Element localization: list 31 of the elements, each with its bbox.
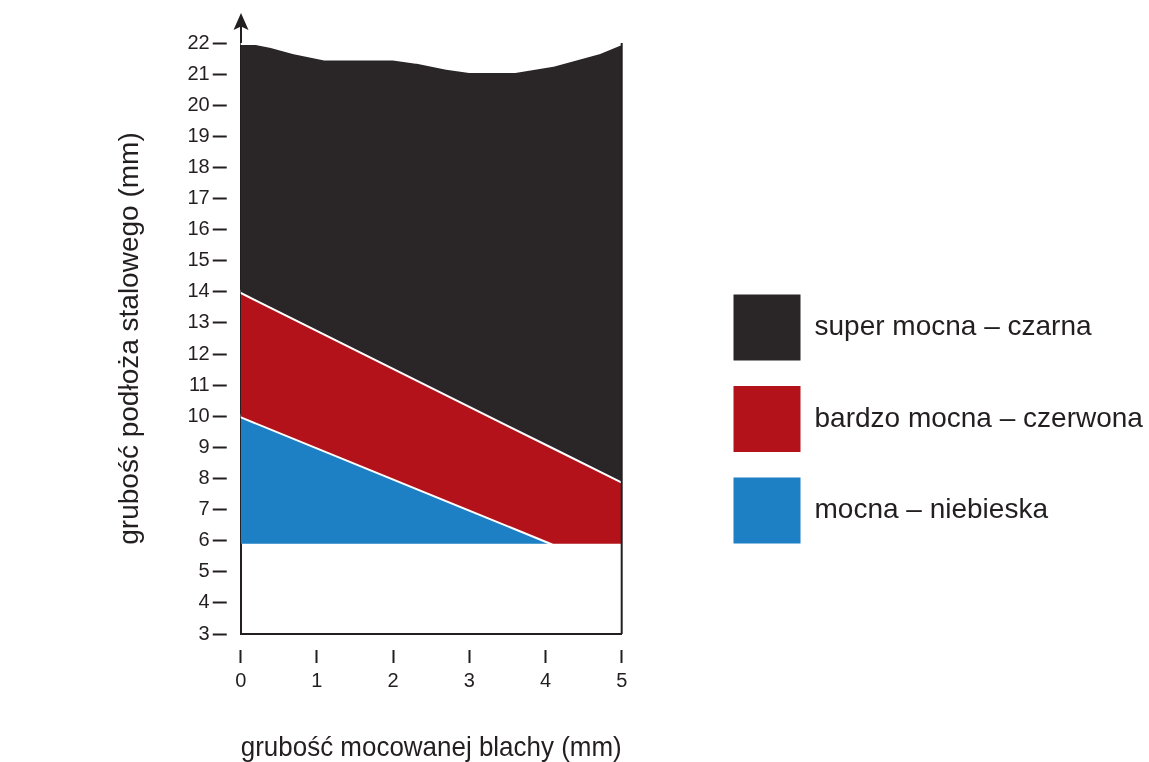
y-tick-label: 12 bbox=[187, 341, 210, 364]
x-tick-label: 0 bbox=[235, 668, 247, 691]
x-tick-label: 2 bbox=[387, 668, 399, 691]
y-tick-label: 17 bbox=[187, 186, 210, 209]
y-tick-label: 15 bbox=[187, 248, 210, 271]
y-tick-label: 19 bbox=[187, 123, 210, 146]
y-tick-label: 10 bbox=[187, 403, 210, 426]
y-tick-label: 7 bbox=[198, 497, 210, 520]
y-tick-label: 5 bbox=[198, 559, 210, 582]
x-tick-label: 1 bbox=[311, 668, 323, 691]
x-tick-label: 3 bbox=[463, 668, 475, 691]
x-tick-label: 4 bbox=[539, 668, 552, 691]
x-tick-label: 5 bbox=[616, 668, 628, 691]
legend-label: super mocna – czarna bbox=[814, 310, 1092, 342]
y-axis-title: grubość podłoża stalowego (mm) bbox=[113, 132, 145, 545]
legend-label: mocna – niebieska bbox=[814, 493, 1049, 525]
y-tick-label: 6 bbox=[198, 528, 210, 551]
y-tick-label: 14 bbox=[187, 279, 210, 302]
legend-label: bardzo mocna – czerwona bbox=[814, 401, 1144, 433]
y-tick-label: 18 bbox=[187, 154, 210, 177]
y-tick-label: 3 bbox=[198, 621, 210, 644]
y-tick-label: 9 bbox=[198, 434, 210, 457]
y-tick-label: 22 bbox=[187, 30, 210, 53]
x-axis-title: grubość mocowanej blachy (mm) bbox=[240, 730, 622, 762]
y-tick-label: 20 bbox=[187, 92, 210, 115]
y-tick-label: 13 bbox=[187, 310, 210, 333]
y-tick-label: 8 bbox=[198, 465, 210, 488]
y-tick-label: 21 bbox=[187, 61, 210, 84]
y-tick-label: 16 bbox=[187, 217, 210, 240]
y-tick-label: 11 bbox=[188, 372, 210, 395]
y-tick-label: 4 bbox=[198, 590, 210, 613]
